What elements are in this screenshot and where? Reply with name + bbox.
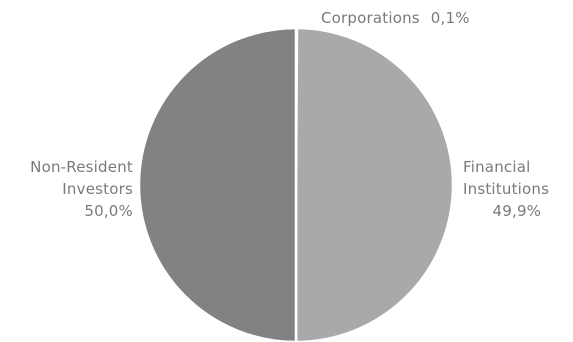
label-nonresident-value: 50,0% (84, 202, 133, 220)
label-non-resident-investors: Non-Resident Investors 50,0% (30, 156, 133, 222)
label-corporations-value: 0,1% (430, 9, 470, 27)
label-financial-line1: Financial (463, 158, 531, 176)
slice-non-resident-investors (137, 26, 298, 342)
label-financial-institutions: Financial Institutions 49,9% (463, 156, 549, 222)
label-financial-value: 49,9% (492, 202, 542, 220)
slice-financial-institutions (294, 26, 455, 342)
label-nonresident-line2: Investors (62, 180, 133, 198)
label-corporations: Corporations 0,1% (321, 7, 470, 29)
label-nonresident-line1: Non-Resident (30, 158, 133, 176)
label-corporations-name: Corporations (321, 9, 420, 27)
label-financial-line2: Institutions (463, 180, 550, 198)
